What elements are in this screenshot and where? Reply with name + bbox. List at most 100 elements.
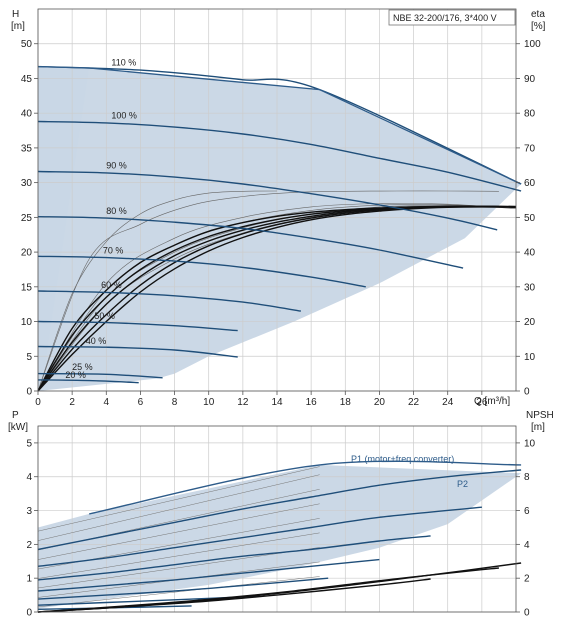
x-axis-label: Q [m³/h] — [474, 396, 510, 407]
x-tick-label: 14 — [271, 397, 283, 408]
power-fan-line — [37, 547, 320, 589]
y-axis-unit-left: [kW] — [8, 422, 28, 433]
y-tick-label-left: 40 — [21, 109, 33, 120]
y-tick-label-right: 0 — [524, 608, 530, 619]
y-tick-label-right: 60 — [524, 178, 536, 189]
x-tick-label: 2 — [69, 397, 75, 408]
efficiency-curve-bold — [37, 206, 517, 392]
x-tick-label: 24 — [442, 397, 454, 408]
npsh-curve — [37, 567, 499, 613]
curve-label: 70 % — [103, 245, 124, 255]
y-tick-label-left: 3 — [26, 506, 32, 517]
y-tick-label-left: 35 — [21, 143, 33, 154]
x-tick-label: 6 — [138, 397, 144, 408]
y-tick-label-right: 4 — [524, 540, 530, 551]
y-tick-label-right: 20 — [524, 317, 536, 328]
npsh-curve — [37, 578, 431, 613]
head-chart: 110 %100 %90 %80 %70 %60 %50 %40 %25 %20… — [11, 8, 546, 408]
y-tick-label-right: 90 — [524, 74, 536, 85]
operating-envelope — [38, 464, 522, 609]
y-tick-label-right: 30 — [524, 282, 536, 293]
curve-label: 25 % — [72, 362, 93, 372]
y-axis-label-right: NPSH — [526, 410, 554, 421]
y-tick-label-left: 1 — [26, 574, 32, 585]
title-box — [388, 9, 516, 26]
y-tick-label-right: 10 — [524, 352, 536, 363]
x-tick-label: 20 — [374, 397, 386, 408]
plot-frame — [37, 425, 517, 613]
power-curve — [37, 558, 380, 592]
power-fan-line — [37, 466, 320, 532]
chart-title: NBE 32-200/176, 3*400 V — [393, 13, 497, 23]
y-axis-unit-left: [m] — [11, 21, 25, 32]
x-tick-label: 12 — [237, 397, 249, 408]
y-tick-label-left: 20 — [21, 248, 33, 259]
power-curve — [37, 506, 482, 567]
series-label-p2: P2 — [457, 479, 468, 489]
y-tick-label-left: 4 — [26, 472, 32, 483]
x-tick-label: 18 — [340, 397, 352, 408]
x-tick-label: 8 — [172, 397, 178, 408]
curve-label: 60 % — [101, 280, 122, 290]
power-fan-line — [37, 503, 320, 560]
power-fan-line — [37, 532, 320, 579]
curve-label: 40 % — [86, 336, 107, 346]
y-tick-label-left: 50 — [21, 39, 33, 50]
y-tick-label-right: 10 — [524, 438, 536, 449]
curve-label: 80 % — [106, 206, 127, 216]
pump-curve — [37, 320, 238, 332]
y-tick-label-right: 70 — [524, 143, 536, 154]
power-chart: P1 (motor+freq.converter) P2 P[kW] NPSH[m] 0… — [8, 410, 554, 619]
power-fan-line — [37, 474, 320, 541]
y-tick-label-right: 80 — [524, 109, 536, 120]
y-tick-label-right: 40 — [524, 248, 536, 259]
y-tick-label-left: 0 — [26, 387, 32, 398]
power-curve — [37, 535, 431, 581]
y-axis-label-left: H — [12, 9, 19, 20]
series-label-p1: P1 (motor+freq.converter) — [351, 454, 454, 464]
curve-label: 50 % — [94, 311, 115, 321]
y-tick-label-right: 2 — [524, 574, 530, 585]
y-axis-unit-right: [%] — [531, 21, 546, 32]
curve-label: 20 % — [65, 370, 86, 380]
y-tick-label-right: 50 — [524, 213, 536, 224]
y-tick-label-left: 2 — [26, 540, 32, 551]
efficiency-curve — [37, 190, 499, 392]
y-tick-label-right: 100 — [524, 39, 541, 50]
x-tick-label: 26 — [476, 397, 488, 408]
pump-curve — [37, 216, 464, 269]
y-tick-label-left: 0 — [26, 608, 32, 619]
pump-curve — [37, 345, 238, 358]
y-tick-label-left: 5 — [26, 438, 32, 449]
efficiency-curve — [37, 202, 517, 392]
curve-label: 110 % — [111, 57, 136, 67]
y-tick-label-left: 30 — [21, 178, 33, 189]
pump-curve — [37, 290, 302, 312]
y-tick-label-left: 45 — [21, 74, 33, 85]
y-axis-label-left: P — [12, 410, 19, 421]
y-tick-label-right: 8 — [524, 472, 530, 483]
y-tick-label-left: 10 — [21, 317, 33, 328]
power-curve — [89, 460, 522, 515]
y-tick-label-left: 15 — [21, 282, 33, 293]
power-curve — [37, 469, 522, 551]
y-tick-label-right: 6 — [524, 506, 530, 517]
envelope-edge — [37, 65, 522, 185]
y-tick-label-left: 25 — [21, 213, 33, 224]
curve-label: 90 % — [106, 161, 127, 171]
x-tick-label: 22 — [408, 397, 420, 408]
y-tick-label-left: 5 — [26, 352, 32, 363]
pump-curve — [37, 379, 139, 384]
power-curve — [37, 577, 329, 600]
y-axis-unit-right: [m] — [531, 422, 545, 433]
efficiency-curve — [37, 190, 278, 392]
power-fan-line — [37, 576, 320, 608]
x-tick-label: 0 — [35, 397, 41, 408]
x-tick-label: 16 — [306, 397, 318, 408]
pump-curve — [37, 120, 522, 192]
x-tick-label: 10 — [203, 397, 215, 408]
pump-curve — [37, 170, 498, 231]
pump-curve — [37, 255, 366, 288]
curve-label: 100 % — [111, 111, 137, 121]
